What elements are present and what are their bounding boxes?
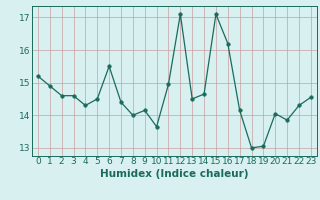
X-axis label: Humidex (Indice chaleur): Humidex (Indice chaleur) [100,169,249,179]
